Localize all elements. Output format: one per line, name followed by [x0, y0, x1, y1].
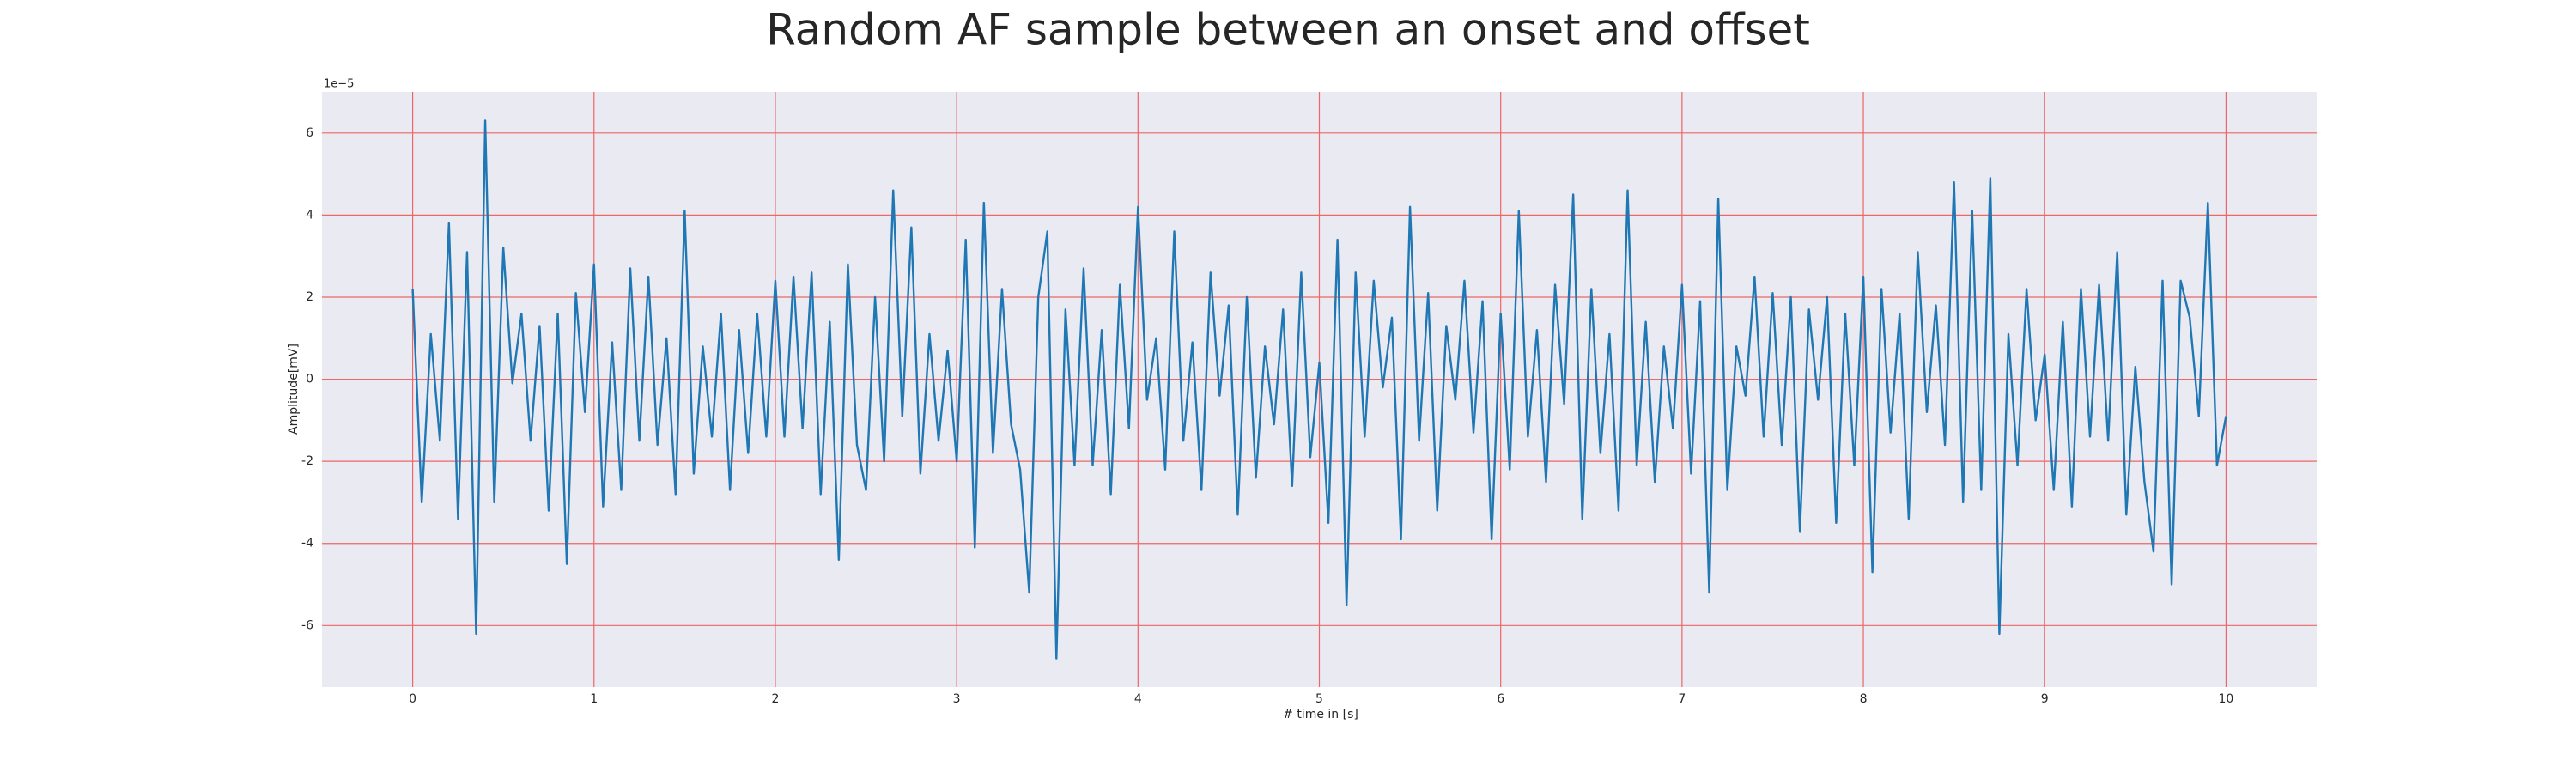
- x-tick-label: 0: [409, 692, 416, 706]
- x-tick-label: 10: [2218, 692, 2233, 706]
- x-tick-label: 9: [2041, 692, 2049, 706]
- y-axis-label: Amplitude[mV]: [287, 344, 301, 435]
- y-offset-label: 1e−5: [324, 78, 354, 91]
- y-tick-label: 0: [306, 373, 313, 386]
- x-tick-label: 8: [1860, 692, 1868, 706]
- x-tick-label: 1: [590, 692, 598, 706]
- x-tick-label: 7: [1678, 692, 1686, 706]
- y-tick-label: 4: [306, 208, 313, 222]
- y-tick-label: -2: [301, 454, 313, 468]
- x-axis-label: # time in [s]: [1283, 708, 1358, 721]
- y-tick-label: -4: [301, 537, 313, 551]
- x-tick-label: 4: [1134, 692, 1142, 706]
- x-tick-label: 2: [771, 692, 779, 706]
- x-tick-label: 6: [1497, 692, 1504, 706]
- x-tick-label: 5: [1315, 692, 1323, 706]
- y-tick-label: -6: [301, 618, 313, 632]
- x-tick-label: 3: [953, 692, 961, 706]
- y-tick-label: 2: [306, 290, 313, 304]
- chart-title: Random AF sample between an onset and of…: [766, 5, 1810, 55]
- y-tick-label: 6: [306, 126, 313, 140]
- data-line: [411, 119, 2227, 660]
